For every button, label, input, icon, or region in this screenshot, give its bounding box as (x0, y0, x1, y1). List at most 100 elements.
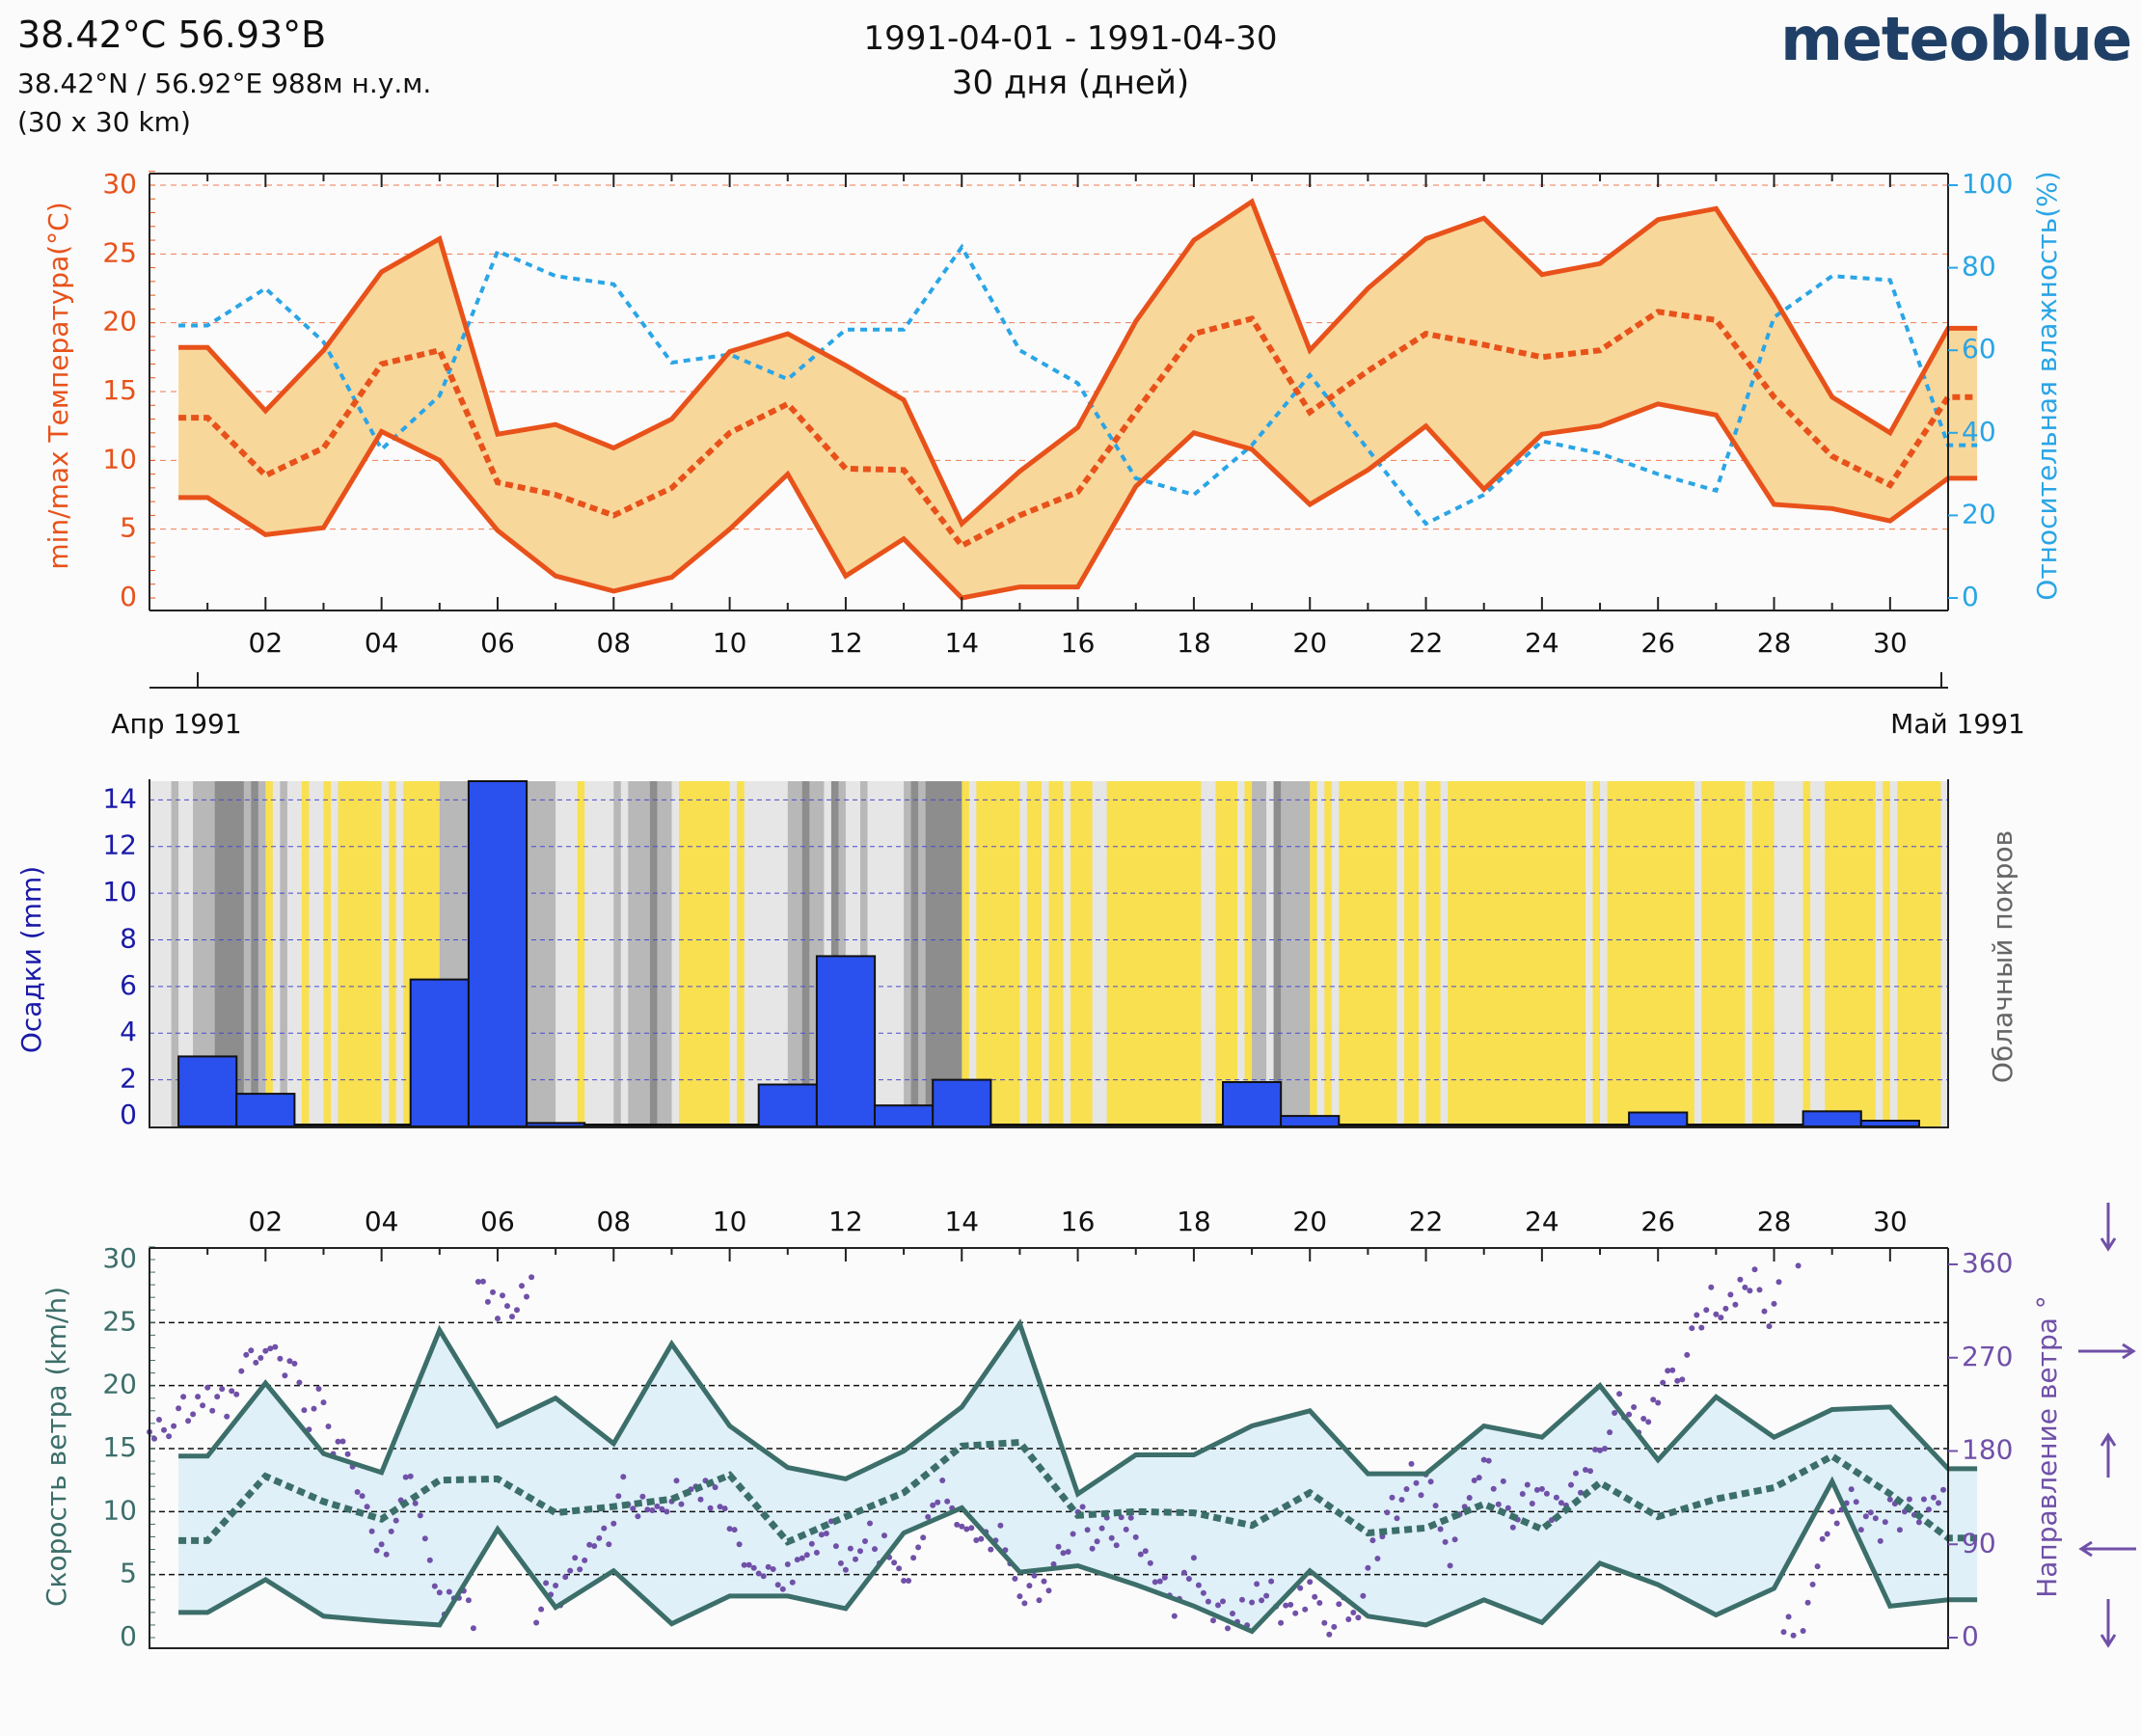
cloud-cover-stripe (1520, 781, 1529, 1126)
wind-direction-point (470, 1625, 476, 1632)
cloud-cover-stripe (338, 781, 346, 1126)
wind-direction-point (1447, 1562, 1453, 1569)
wind-direction-point (267, 1345, 274, 1352)
wind-direction-point (1321, 1619, 1328, 1626)
cloud-cover-stripe (570, 781, 579, 1126)
cloud-cover-stripe (1012, 781, 1020, 1126)
wind-tick-label: 5 (120, 1558, 137, 1589)
wind-direction-point (1026, 1583, 1033, 1589)
cloud-cover-stripe (1701, 781, 1710, 1126)
cloud-cover-stripe (309, 781, 317, 1126)
wind-tick-label: 20 (102, 1369, 137, 1400)
wind-direction-point (1713, 1311, 1720, 1317)
cloud-cover-stripe (453, 781, 462, 1126)
cloud-cover-stripe (584, 781, 593, 1126)
cloud-cover-stripe (1629, 781, 1638, 1126)
wind-direction-point (1809, 1581, 1816, 1587)
cloud-cover-stripe (403, 781, 412, 1126)
cloud-cover-stripe (801, 781, 810, 1126)
cloud-cover-stripe (1266, 781, 1275, 1126)
humidity-axis-label: Относительная влажность(%) (2031, 171, 2063, 600)
cloud-cover-stripe (1505, 781, 1514, 1126)
precipitation-bar (351, 1124, 412, 1127)
cloud-cover-stripe (1324, 781, 1333, 1126)
wind-direction-point (378, 1541, 385, 1548)
precipitation-bar (177, 1055, 238, 1128)
wind-direction-point (1084, 1527, 1091, 1533)
wind-direction-point (596, 1534, 603, 1541)
date-tick-label: 30 (1873, 1206, 1908, 1237)
date-tick-label: 04 (365, 627, 399, 659)
wind-direction-point (1862, 1513, 1869, 1520)
cloud-cover-stripe (1621, 781, 1630, 1126)
wind-direction-point (659, 1505, 665, 1512)
cloud-cover-stripe (700, 781, 709, 1126)
wind-direction-point (1872, 1515, 1879, 1522)
wind-direction-point (1553, 1494, 1559, 1501)
wind-direction-point (286, 1358, 293, 1365)
cloud-cover-stripe (751, 781, 760, 1126)
temp-tick-label: 5 (120, 512, 137, 544)
wind-direction-point (1742, 1284, 1748, 1290)
wind-direction-point (1587, 1468, 1593, 1475)
cloud-cover-stripe (772, 781, 781, 1126)
north-wind-arrow-icon (2100, 1599, 2117, 1648)
precipitation-bar (1744, 1124, 1804, 1127)
wind-direction-point (344, 1451, 351, 1457)
wind-direction-point (1804, 1599, 1811, 1606)
date-tick-label: 18 (1177, 627, 1211, 659)
wind-direction-point (301, 1407, 308, 1414)
cloud-cover-stripe (1600, 781, 1609, 1126)
wind-direction-point (1442, 1538, 1449, 1545)
cloud-cover-stripe (301, 781, 310, 1126)
meteoblue-logo[interactable]: meteoblue (1780, 4, 2132, 74)
wind-direction-point (504, 1303, 510, 1310)
wind-direction-point (1886, 1496, 1893, 1503)
wind-direction-point (1031, 1572, 1038, 1579)
wind-direction-point (717, 1504, 723, 1510)
wind-direction-point (185, 1418, 192, 1424)
wind-direction-point (412, 1500, 419, 1506)
cloud-cover-stripe (1817, 781, 1826, 1126)
wind-direction-point (1249, 1599, 1256, 1606)
cloud-cover-stripe (1092, 781, 1100, 1126)
cloud-cover-stripe (693, 781, 702, 1126)
wind-direction-point (1737, 1276, 1744, 1283)
grid-resolution: (30 x 30 km) (17, 106, 191, 138)
cloud-cover-stripe (381, 781, 390, 1126)
cloud-cover-stripe (1875, 781, 1884, 1126)
wind-direction-point (1137, 1551, 1144, 1558)
wind-direction-point (1689, 1325, 1695, 1332)
wind-direction-point (495, 1316, 501, 1322)
wind-direction-point (421, 1535, 428, 1542)
south-wind-arrow-icon (2100, 1432, 2117, 1478)
wind-direction-point (1853, 1499, 1859, 1505)
date-tick-label: 08 (596, 1206, 631, 1237)
wind-direction-point (1896, 1527, 1903, 1533)
wind-direction-point (794, 1557, 800, 1563)
wind-direction-point (151, 1435, 157, 1442)
location-title: 38.42°C 56.93°B (17, 14, 327, 56)
wind-direction-point (1833, 1520, 1840, 1527)
cloud-cover-stripe (976, 781, 985, 1126)
min-wind-speed-line (178, 1476, 1978, 1635)
wind-direction-point (1132, 1533, 1139, 1540)
wind-direction-point (1650, 1397, 1657, 1403)
wind-direction-point (721, 1505, 728, 1512)
cloud-cover-stripe (1549, 781, 1558, 1126)
precipitation-bar (932, 1078, 992, 1127)
wind-direction-point (1225, 1625, 1231, 1632)
date-tick-label: 10 (713, 1206, 747, 1237)
date-tick-label: 18 (1177, 1206, 1211, 1237)
wind-direction-point (939, 1478, 946, 1483)
wind-direction-point (1645, 1419, 1652, 1425)
direction-tick-label: 90 (1962, 1527, 1996, 1559)
wind-direction-point (1538, 1485, 1545, 1492)
wind-direction-point (335, 1438, 341, 1445)
cloud-cover-stripe (164, 781, 173, 1126)
cloud-cover-stripe (1244, 781, 1253, 1126)
wind-direction-point (649, 1507, 656, 1513)
wind-direction-point (1612, 1410, 1618, 1416)
wind-direction-point (1365, 1564, 1371, 1571)
wind-direction-point (745, 1561, 752, 1568)
